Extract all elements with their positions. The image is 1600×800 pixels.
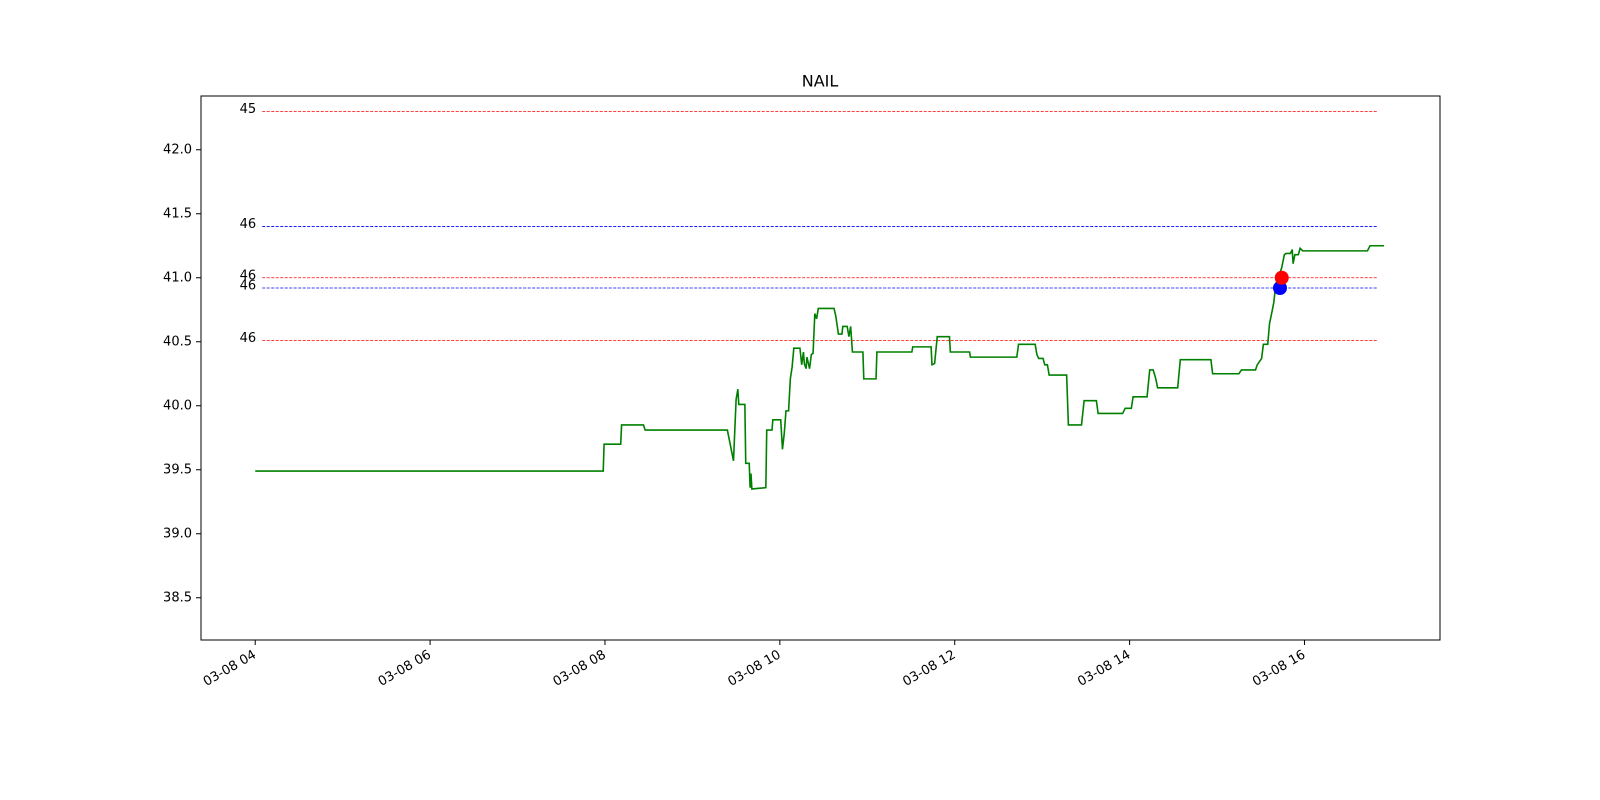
y-tick-label: 41.5 [163,206,192,221]
reference-label: 46 [240,268,257,283]
y-tick-label: 38.5 [163,590,192,605]
reference-label: 46 [240,217,257,232]
axes-frame [200,95,1441,641]
y-tick-label: 40.0 [163,398,192,413]
y-tick-label: 39.0 [163,526,192,541]
y-tick-label: 42.0 [163,142,192,157]
chart-title: NAIL [802,72,839,91]
reference-label: 46 [240,279,257,294]
reference-label: 45 [240,102,257,117]
marker [1274,270,1289,285]
y-tick-label: 40.5 [163,334,192,349]
price-line [255,244,1385,490]
reference-label: 46 [240,331,257,346]
y-tick-label: 39.5 [163,462,192,477]
y-tick-label: 41.0 [163,270,192,285]
